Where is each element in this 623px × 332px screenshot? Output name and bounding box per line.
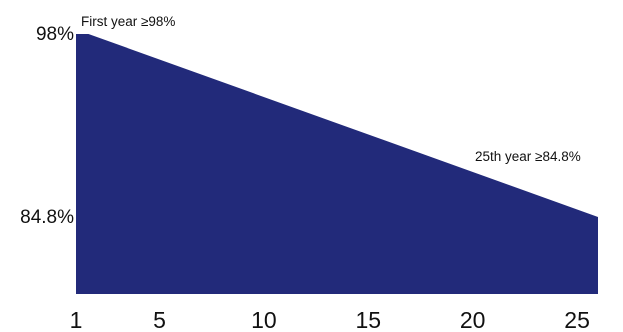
x-tick-label: 20: [460, 307, 486, 332]
x-tick-label: 10: [251, 307, 277, 332]
y-tick-label-84-8: 84.8%: [20, 207, 74, 228]
x-tick-label: 1: [70, 307, 83, 332]
x-tick-label: 15: [356, 307, 382, 332]
y-tick-label-98: 98%: [36, 24, 74, 45]
x-axis-ticks: 1 5 10 15 20 25: [70, 307, 590, 332]
x-tick-label: 5: [153, 307, 166, 332]
annotation-first-year: First year ≥98%: [81, 14, 175, 29]
chart-areas: [76, 34, 598, 294]
x-tick-label: 25: [564, 307, 590, 332]
annotation-25th-year: 25th year ≥84.8%: [475, 149, 581, 164]
area-warranty-upper: [76, 34, 598, 294]
